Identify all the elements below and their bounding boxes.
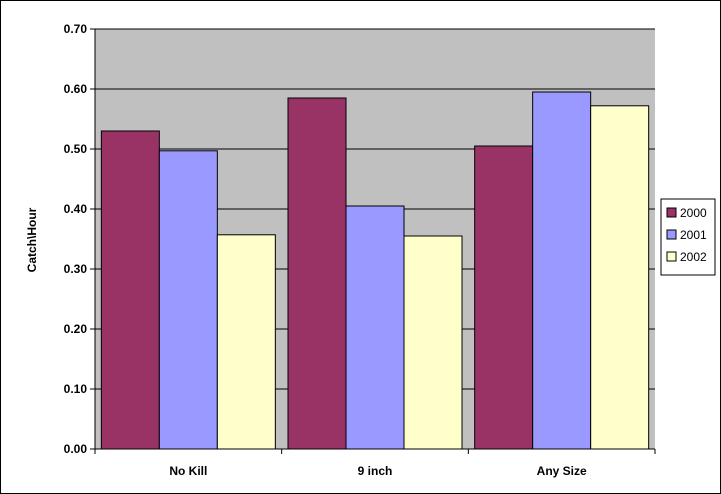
y-axis-label: Catch\Hour: [25, 207, 39, 272]
legend-swatch: [666, 251, 677, 262]
bar-2002-no-kill: [216, 234, 276, 450]
bar-2000-no-kill: [100, 130, 160, 450]
bar-2000-9-inch: [287, 97, 347, 450]
legend-label: 2001: [680, 228, 707, 242]
y-tick-label: 0.20: [64, 322, 88, 336]
x-category-label: 9 inch: [358, 464, 393, 478]
legend-swatch: [666, 207, 677, 218]
bar-2002-any-size: [590, 105, 650, 450]
bar-2001-9-inch: [345, 205, 405, 450]
y-tick-label: 0.70: [64, 22, 88, 36]
bar-2001-no-kill: [158, 150, 218, 450]
bar-2002-9-inch: [403, 235, 463, 450]
legend-label: 2000: [680, 206, 707, 220]
axes: [90, 28, 656, 454]
legend: 2000 2001 2002: [660, 198, 716, 276]
y-tick-label: 0.50: [64, 142, 88, 156]
y-tick-label: 0.60: [64, 82, 88, 96]
y-tick-label: 0.30: [64, 262, 88, 276]
y-tick-label: 0.40: [64, 202, 88, 216]
y-tick-label: 0.10: [64, 382, 88, 396]
legend-swatch: [666, 229, 677, 240]
y-tick-labels: 0.00 0.10 0.20 0.30 0.40 0.50 0.60 0.70: [64, 22, 88, 456]
x-category-label: No Kill: [169, 464, 207, 478]
bar-2001-any-size: [532, 91, 592, 450]
legend-label: 2002: [680, 250, 707, 264]
y-tick-label: 0.00: [64, 442, 88, 456]
x-category-labels: No Kill 9 inch Any Size: [169, 464, 587, 478]
bar-2000-any-size: [474, 145, 534, 450]
x-category-label: Any Size: [537, 464, 587, 478]
